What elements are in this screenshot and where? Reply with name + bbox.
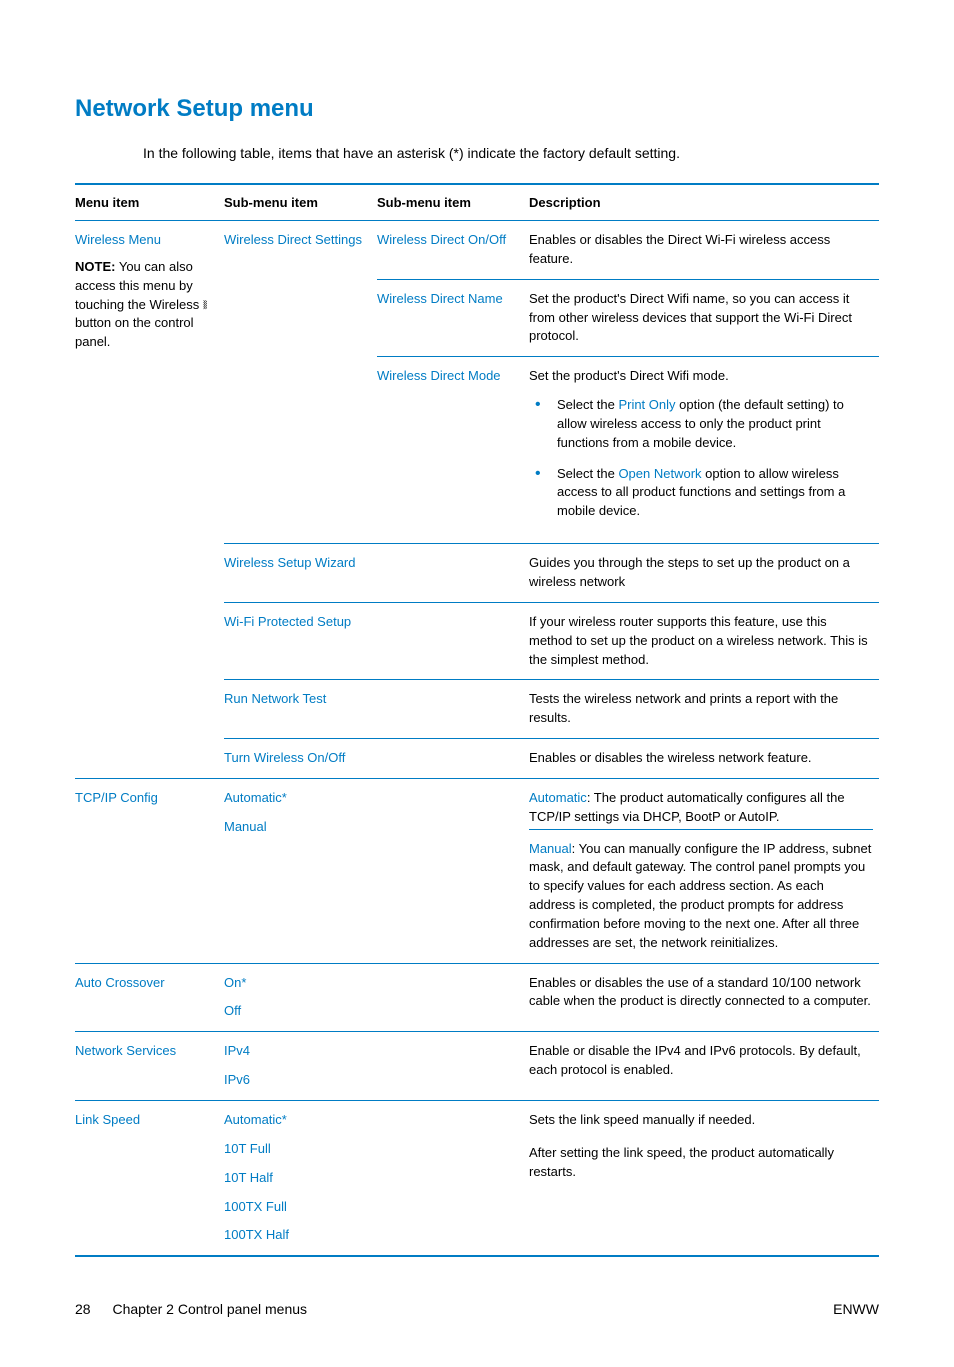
ipv6-link: IPv6 bbox=[224, 1072, 250, 1087]
wireless-setup-wizard-desc: Guides you through the steps to set up t… bbox=[529, 544, 879, 603]
header-submenu-1: Sub-menu item bbox=[224, 184, 377, 221]
row-wireless-direct-onoff: Wireless Menu NOTE: You can also access … bbox=[75, 221, 879, 280]
header-menu-item: Menu item bbox=[75, 184, 224, 221]
page-number: 28 bbox=[75, 1301, 91, 1317]
link-speed-desc2: After setting the link speed, the produc… bbox=[529, 1144, 873, 1182]
run-network-test-link: Run Network Test bbox=[224, 691, 326, 706]
link-speed-desc1: Sets the link speed manually if needed. bbox=[529, 1111, 873, 1130]
wireless-direct-onoff-link: Wireless Direct On/Off bbox=[377, 232, 506, 247]
tcpip-automatic-link: Automatic* bbox=[224, 790, 287, 805]
link-speed-10thalf-link: 10T Half bbox=[224, 1170, 273, 1185]
page-footer: 28 Chapter 2 Control panel menus ENWW bbox=[75, 1301, 879, 1317]
tcpip-manual-desc: : You can manually configure the IP addr… bbox=[529, 841, 871, 950]
network-services-link: Network Services bbox=[75, 1043, 176, 1058]
header-description: Description bbox=[529, 184, 879, 221]
section-title: Network Setup menu bbox=[75, 95, 879, 123]
row-auto-crossover: Auto Crossover On* Off Enables or disabl… bbox=[75, 963, 879, 1032]
footer-right: ENWW bbox=[833, 1301, 879, 1317]
row-network-services: Network Services IPv4 IPv6 Enable or dis… bbox=[75, 1032, 879, 1101]
intro-text: In the following table, items that have … bbox=[143, 145, 879, 161]
tcpip-manual-desc-link: Manual bbox=[529, 841, 572, 856]
header-submenu-2: Sub-menu item bbox=[377, 184, 529, 221]
turn-wireless-onoff-desc: Enables or disables the wireless network… bbox=[529, 739, 879, 779]
auto-crossover-on-link: On* bbox=[224, 975, 246, 990]
page-content: Network Setup menu In the following tabl… bbox=[0, 0, 954, 1367]
wireless-direct-settings-link: Wireless Direct Settings bbox=[224, 232, 362, 247]
link-speed-10tfull-link: 10T Full bbox=[224, 1141, 271, 1156]
tcpip-manual-desc-block: Manual: You can manually configure the I… bbox=[529, 829, 873, 953]
footer-left: 28 Chapter 2 Control panel menus bbox=[75, 1301, 307, 1317]
network-services-desc: Enable or disable the IPv4 and IPv6 prot… bbox=[529, 1032, 879, 1101]
print-only-link: Print Only bbox=[618, 397, 675, 412]
opt2-pre: Select the bbox=[557, 466, 618, 481]
note-text-part2: button on the control panel. bbox=[75, 315, 194, 349]
wireless-direct-name-desc: Set the product's Direct Wifi name, so y… bbox=[529, 279, 879, 357]
wireless-menu-link: Wireless Menu bbox=[75, 232, 161, 247]
wireless-direct-mode-desc: Set the product's Direct Wifi mode. bbox=[529, 367, 873, 386]
ipv4-link: IPv4 bbox=[224, 1043, 250, 1058]
link-speed-100txhalf-link: 100TX Half bbox=[224, 1227, 289, 1242]
wireless-direct-onoff-desc: Enables or disables the Direct Wi-Fi wir… bbox=[529, 221, 879, 280]
row-tcpip-config: TCP/IP Config Automatic* Manual Automati… bbox=[75, 778, 879, 963]
run-network-test-desc: Tests the wireless network and prints a … bbox=[529, 680, 879, 739]
wifi-protected-setup-desc: If your wireless router supports this fe… bbox=[529, 602, 879, 680]
wireless-direct-name-link: Wireless Direct Name bbox=[377, 291, 503, 306]
chapter-title: Chapter 2 Control panel menus bbox=[112, 1301, 307, 1317]
auto-crossover-link: Auto Crossover bbox=[75, 975, 165, 990]
direct-mode-option-printonly: Select the Print Only option (the defaul… bbox=[529, 396, 873, 453]
wireless-icon: ⧚ bbox=[203, 297, 208, 312]
open-network-link: Open Network bbox=[618, 466, 701, 481]
row-link-speed: Link Speed Automatic* 10T Full 10T Half … bbox=[75, 1101, 879, 1257]
opt1-pre: Select the bbox=[557, 397, 618, 412]
link-speed-auto-link: Automatic* bbox=[224, 1112, 287, 1127]
wireless-direct-mode-link: Wireless Direct Mode bbox=[377, 368, 501, 383]
auto-crossover-desc: Enables or disables the use of a standar… bbox=[529, 963, 879, 1032]
tcpip-auto-desc-link: Automatic bbox=[529, 790, 587, 805]
direct-mode-options: Select the Print Only option (the defaul… bbox=[529, 396, 873, 521]
auto-crossover-off-link: Off bbox=[224, 1003, 241, 1018]
link-speed-link: Link Speed bbox=[75, 1112, 140, 1127]
menu-table: Menu item Sub-menu item Sub-menu item De… bbox=[75, 183, 879, 1257]
wifi-protected-setup-link: Wi-Fi Protected Setup bbox=[224, 614, 351, 629]
turn-wireless-onoff-link: Turn Wireless On/Off bbox=[224, 750, 345, 765]
direct-mode-option-opennetwork: Select the Open Network option to allow … bbox=[529, 465, 873, 522]
tcpip-manual-link: Manual bbox=[224, 819, 267, 834]
link-speed-100txfull-link: 100TX Full bbox=[224, 1199, 287, 1214]
wireless-setup-wizard-link: Wireless Setup Wizard bbox=[224, 555, 355, 570]
table-header-row: Menu item Sub-menu item Sub-menu item De… bbox=[75, 184, 879, 221]
note-label: NOTE: bbox=[75, 259, 115, 274]
tcpip-auto-desc-block: Automatic: The product automatically con… bbox=[529, 789, 873, 827]
tcpip-config-link: TCP/IP Config bbox=[75, 790, 158, 805]
